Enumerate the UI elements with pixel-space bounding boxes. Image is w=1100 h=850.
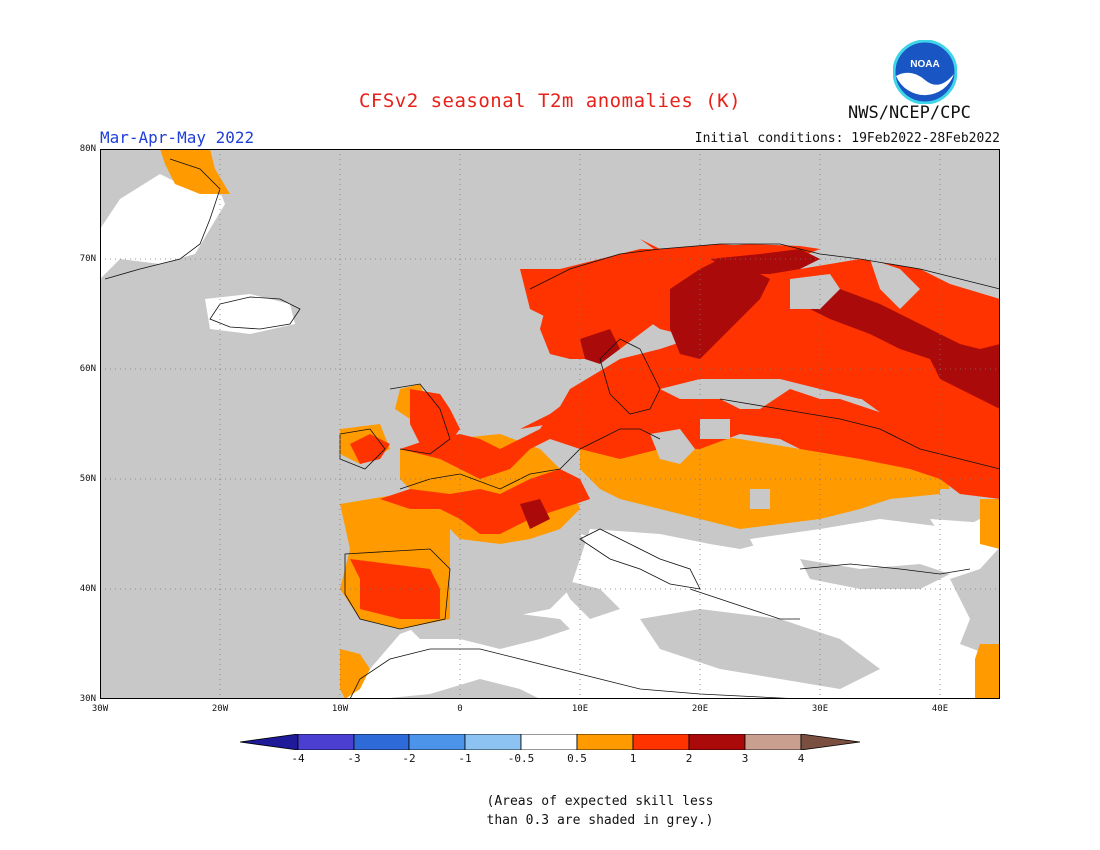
lat-tick-60n: 60N: [79, 364, 96, 374]
lon-tick-20w: 20W: [211, 704, 229, 714]
colorbar-bin-8: [688, 734, 746, 750]
lat-tick-40n: 40N: [79, 584, 96, 594]
colorbar-label: -0.5: [507, 752, 535, 765]
logo-text: NOAA: [910, 59, 939, 70]
lon-tick-10e: 10E: [571, 704, 589, 714]
agency-label: NWS/NCEP/CPC: [848, 103, 971, 123]
colorbar-bin-9: [744, 734, 802, 750]
lat-tick-30n: 30N: [79, 694, 96, 704]
colorbar-label: 0.5: [567, 752, 587, 765]
lon-tick-0: 0: [457, 704, 463, 714]
lon-tick-20e: 20E: [691, 704, 709, 714]
anomaly-map: [100, 149, 1000, 699]
initial-conditions: Initial conditions: 19Feb2022-28Feb2022: [694, 131, 1000, 146]
colorbar-bin-5: [520, 734, 578, 750]
lon-tick-30e: 30E: [811, 704, 829, 714]
colorbar-label: -1: [458, 752, 472, 765]
colorbar-label: 3: [741, 752, 749, 765]
lon-tick-10w: 10W: [331, 704, 349, 714]
colorbar-low-arrow: [240, 734, 299, 750]
skill-note-line-1: (Areas of expected skill less: [486, 794, 714, 809]
lat-tick-70n: 70N: [79, 254, 96, 264]
lat-tick-80n: 80N: [79, 144, 96, 154]
noaa-logo: NOAA: [893, 40, 957, 104]
colorbar-label: -2: [402, 752, 416, 765]
skill-note-line-2: than 0.3 are shaded in grey.): [486, 813, 714, 828]
colorbar-bin-3: [408, 734, 466, 750]
coastlines: [104, 158, 1000, 699]
colorbar-label: 1: [629, 752, 637, 765]
colorbar-label: 2: [685, 752, 693, 765]
gridlines: [100, 149, 1000, 699]
lat-tick-50n: 50N: [79, 474, 96, 484]
colorbar-bin-1: [297, 734, 355, 750]
chart-title: CFSv2 seasonal T2m anomalies (K): [358, 90, 742, 112]
colorbar-label: 4: [797, 752, 805, 765]
colorbar-bin-2: [353, 734, 410, 750]
grey-patches: [650, 259, 920, 509]
anomaly-2-to-3: [520, 249, 1000, 529]
season-label: Mar-Apr-May 2022: [100, 128, 255, 147]
colorbar-bin-4: [464, 734, 522, 750]
colorbar: [240, 734, 860, 750]
colorbar-bin-7: [632, 734, 690, 750]
lon-tick-40e: 40E: [931, 704, 949, 714]
colorbar-bin-6: [576, 734, 634, 750]
colorbar-high-arrow: [800, 734, 860, 750]
lon-tick-30w: 30W: [91, 704, 109, 714]
colorbar-label: -4: [291, 752, 305, 765]
colorbar-label: -3: [347, 752, 361, 765]
skill-note: (Areas of expected skill less than 0.3 a…: [440, 792, 760, 830]
